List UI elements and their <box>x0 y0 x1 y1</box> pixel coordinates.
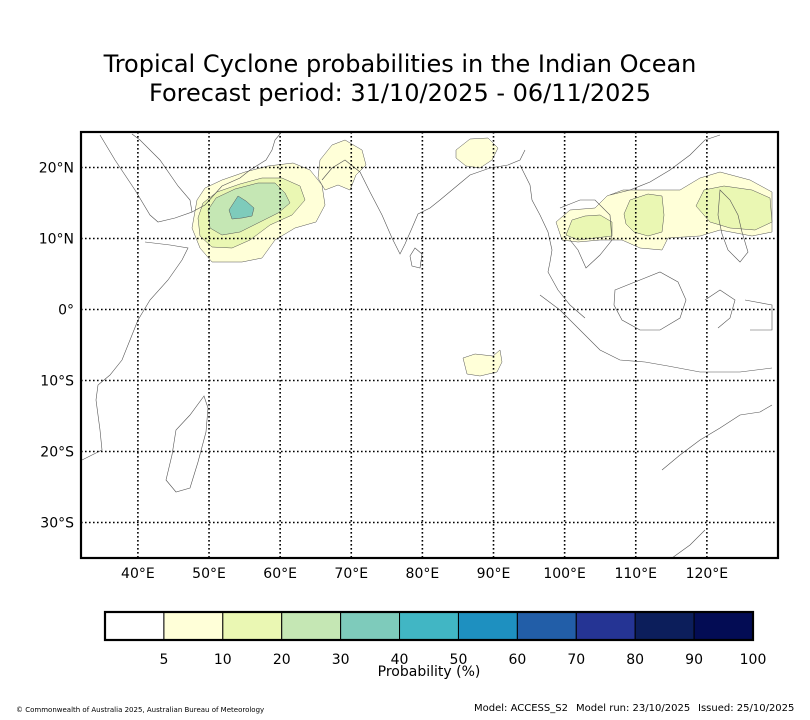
colorbar-tick-label: 40 <box>391 652 409 668</box>
region-arabian-sea-30 <box>228 195 255 220</box>
longitude-tick-label: 100°E <box>543 566 586 582</box>
coast-madagascar <box>165 395 209 493</box>
longitude-tick-label: 50°E <box>192 566 226 582</box>
longitude-labels: 40°E 50°E 60°E 70°E 80°E 90°E 100°E 110°E 120°E <box>121 566 728 582</box>
longitude-tick-label: 90°E <box>477 566 511 582</box>
map-title-line-1: Tropical Cyclone probabilities in the In… <box>103 50 697 78</box>
colorbar-title: Probability (%) <box>377 664 481 680</box>
colorbar-tick-label: 80 <box>626 652 644 668</box>
coast-indochina <box>559 199 613 269</box>
model-label: Model: ACCESS_S2 <box>474 703 568 714</box>
latitude-tick-label: 0° <box>58 303 74 319</box>
colorbar-swatch <box>399 611 459 641</box>
latitude-tick-label: 20°S <box>40 445 74 461</box>
latitude-tick-label: 30°S <box>40 516 74 532</box>
coast-sulawesi-png <box>704 289 773 331</box>
model-run-label: Model run: 23/10/2025 <box>576 703 691 714</box>
colorbar-swatch <box>163 611 224 641</box>
map-frame <box>79 130 780 560</box>
colorbar-frame <box>103 610 755 642</box>
colorbar-swatch <box>634 611 695 641</box>
colorbar-swatch <box>340 611 401 641</box>
region-south-china-sea-10b <box>623 193 665 237</box>
region-india-west <box>317 139 367 191</box>
longitude-tick-label: 120°E <box>686 566 729 582</box>
colorbar <box>103 610 755 642</box>
longitude-tick-label: 70°E <box>334 566 368 582</box>
latitude-tick-label: 10°N <box>39 232 74 248</box>
colorbar-tick-label: 70 <box>567 652 585 668</box>
latitude-tick-label: 10°S <box>40 374 74 390</box>
colorbar-swatch <box>222 611 283 641</box>
region-bay-of-bengal <box>455 137 499 169</box>
region-south-china-sea-10a <box>565 214 613 241</box>
coast-philippines <box>717 189 749 263</box>
colorbar-tick-label: 50 <box>450 652 468 668</box>
colorbar-tick-label: 30 <box>332 652 350 668</box>
map-grid <box>81 132 778 558</box>
colorbar-tick-label: 90 <box>685 652 703 668</box>
colorbar-swatch <box>457 611 518 641</box>
region-south-indian-ocean <box>462 349 503 377</box>
colorbar-swatch <box>104 611 165 641</box>
coast-horn-africa <box>81 241 189 461</box>
longitude-tick-label: 60°E <box>263 566 297 582</box>
longitude-tick-label: 40°E <box>121 566 155 582</box>
coast-borneo <box>613 271 687 331</box>
colorbar-tick-label: 10 <box>214 652 232 668</box>
colorbar-tick-label: 5 <box>159 652 168 668</box>
colorbar-swatch <box>693 611 754 641</box>
colorbar-swatch <box>575 611 636 641</box>
colorbar-tick-label: 20 <box>273 652 291 668</box>
copyright-notice: © Commonwealth of Australia 2025, Austra… <box>16 706 265 714</box>
coast-sri-lanka <box>409 247 423 269</box>
longitude-tick-label: 110°E <box>614 566 657 582</box>
map-title-line-2: Forecast period: 31/10/2025 - 06/11/2025 <box>149 79 651 107</box>
coast-sumatra <box>539 294 773 373</box>
latitude-tick-label: 20°N <box>39 161 74 177</box>
coast-china <box>609 134 721 196</box>
longitude-tick-label: 80°E <box>406 566 440 582</box>
coast-southeast-asia <box>519 164 586 319</box>
colorbar-swatch <box>516 611 577 641</box>
colorbar-tick-label: 60 <box>508 652 526 668</box>
latitude-labels: 20°N 10°N 0° 10°S 20°S 30°S <box>39 161 74 532</box>
probability-regions <box>191 137 773 377</box>
issued-label: Issued: 25/10/2025 <box>698 703 795 714</box>
colorbar-tick-label: 100 <box>740 652 767 668</box>
coast-africa-arabia <box>99 133 193 223</box>
colorbar-tick-labels: 5 10 20 30 40 50 60 70 80 90 100 <box>159 652 766 668</box>
coast-australia <box>661 404 773 559</box>
colorbar-swatch <box>281 611 342 641</box>
